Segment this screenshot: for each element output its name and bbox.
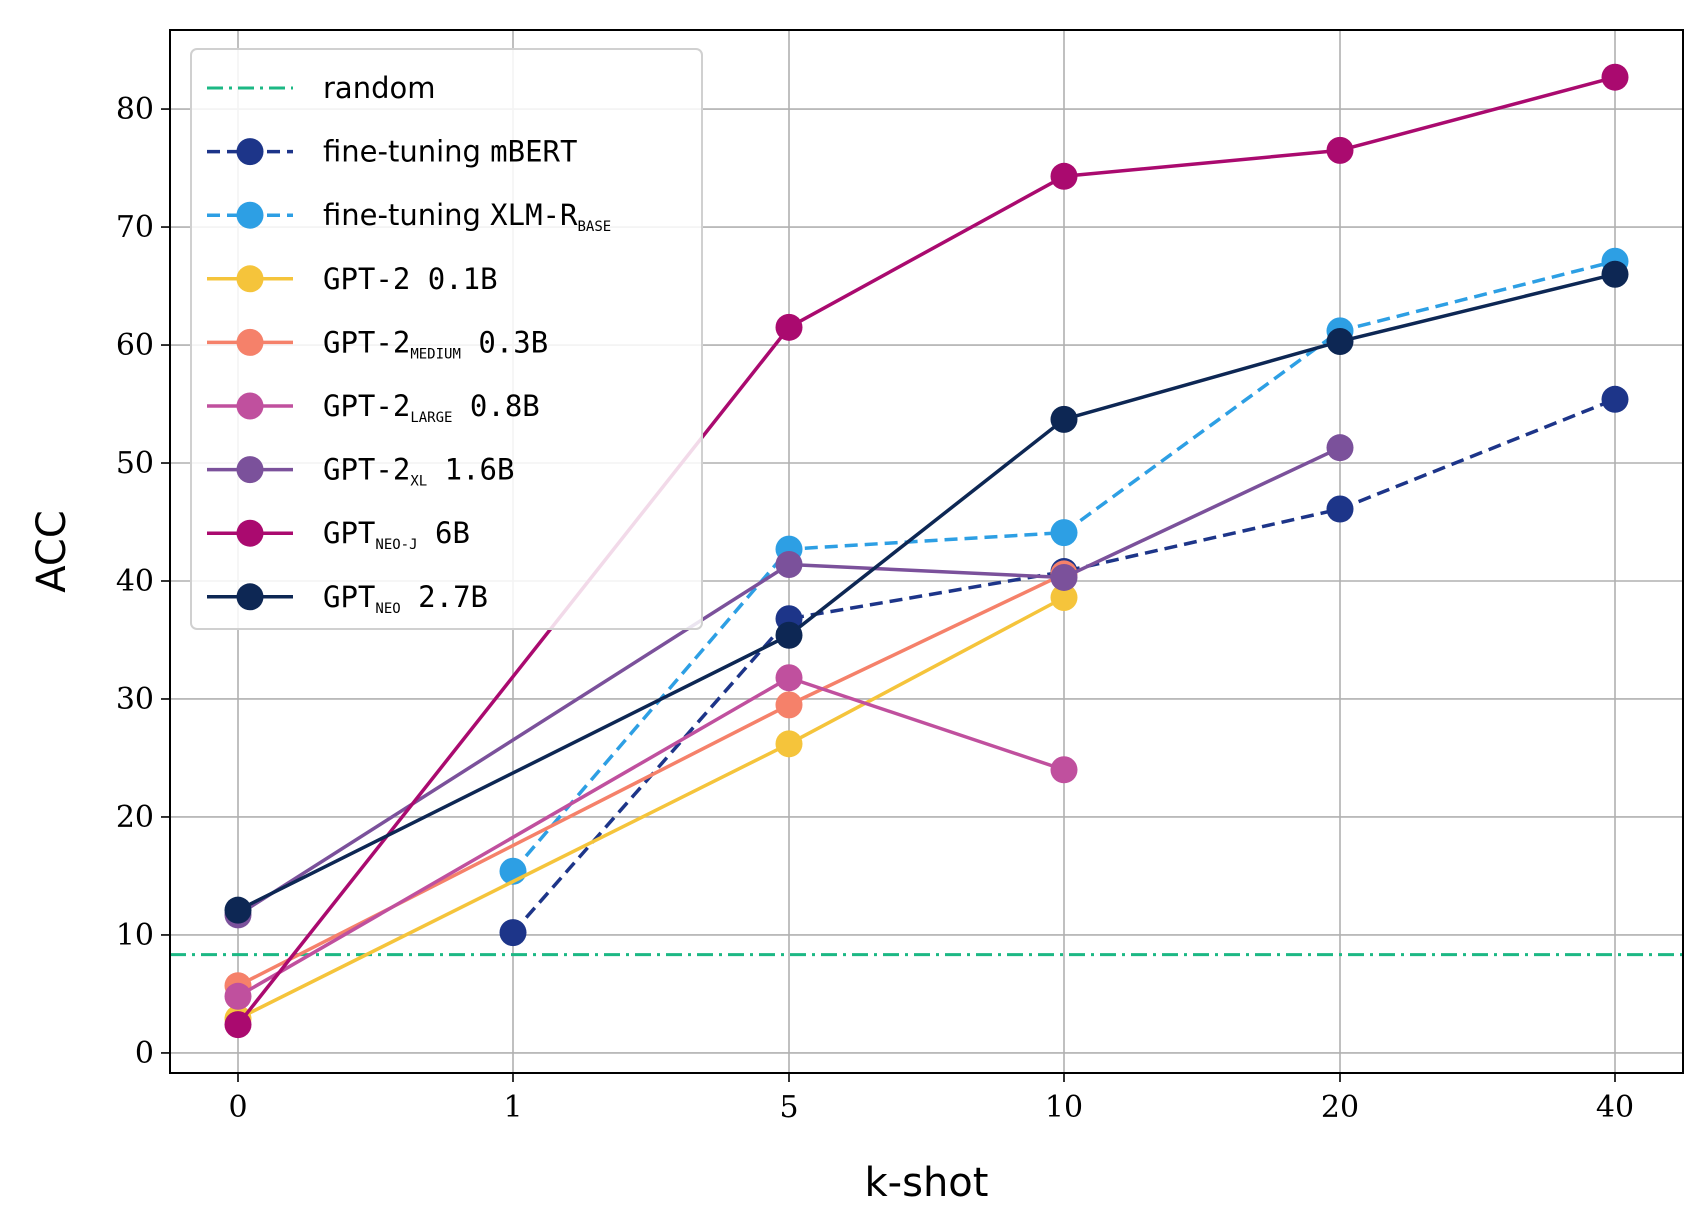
series-4 — [224, 664, 1078, 1010]
data-point — [1050, 519, 1078, 547]
data-point — [1326, 434, 1354, 462]
data-point — [224, 1011, 252, 1039]
data-point — [1326, 495, 1354, 523]
series-line — [511, 259, 1616, 873]
data-point — [775, 664, 803, 692]
y-tick-label: 30 — [116, 682, 154, 717]
legend-marker — [236, 265, 264, 293]
y-tick-label: 50 — [116, 446, 154, 481]
legend-label: random — [323, 71, 435, 105]
legend-marker — [236, 138, 264, 166]
x-tick-label: 10 — [1045, 1090, 1083, 1125]
data-point — [1050, 162, 1078, 190]
x-tick-label: 20 — [1321, 1090, 1359, 1125]
data-point — [1601, 385, 1629, 413]
data-point — [775, 550, 803, 578]
legend-label: fine-tuning mBERT — [323, 135, 577, 169]
x-tick-label: 40 — [1596, 1090, 1634, 1125]
legend-label: fine-tuning XLM-RBASE​ — [323, 198, 611, 235]
x-axis-title: k-shot — [865, 1160, 989, 1206]
data-point — [775, 691, 803, 719]
x-tick-label: 1 — [503, 1090, 522, 1125]
legend-label: GPTNEO​ 2.7B — [323, 580, 488, 617]
y-tick-label: 20 — [116, 800, 154, 835]
x-tick-label: 5 — [779, 1090, 798, 1125]
axis-ticks: 0 1 5 10 20 40 0 10 20 30 40 50 60 70 80 — [116, 92, 1634, 1125]
plot-frame — [169, 29, 1684, 1074]
data-point — [775, 730, 803, 758]
data-point — [1050, 405, 1078, 433]
data-point — [1601, 260, 1629, 288]
legend-marker — [236, 456, 264, 484]
legend-box — [190, 48, 703, 630]
data-point — [1326, 327, 1354, 355]
legend-marker — [236, 519, 264, 547]
legend-marker — [236, 392, 264, 420]
y-axis-title: ACC — [29, 510, 75, 593]
y-tick-label: 80 — [116, 92, 154, 127]
data-point — [224, 982, 252, 1010]
legend-label: GPT-2MEDIUM​ 0.3B — [323, 325, 548, 362]
data-point — [775, 621, 803, 649]
y-tick-label: 10 — [116, 918, 154, 953]
y-tick-label: 70 — [116, 210, 154, 245]
data-point — [1050, 756, 1078, 784]
y-tick-label: 0 — [135, 1036, 154, 1071]
legend-marker — [236, 583, 264, 611]
legend-label: GPT-2XL​ 1.6B — [323, 453, 514, 490]
series-group — [224, 63, 1629, 1039]
data-point — [1326, 136, 1354, 164]
legend-label: GPT-2LARGE​ 0.8B — [323, 389, 540, 426]
legend-marker — [236, 201, 264, 229]
legend: random fine-tuning mBERT fine-tuning XLM-R… — [190, 48, 703, 630]
data-point — [1601, 63, 1629, 91]
data-point — [1050, 563, 1078, 591]
data-point — [1050, 584, 1078, 612]
data-point — [775, 313, 803, 341]
y-tick-label: 60 — [116, 328, 154, 363]
y-tick-label: 40 — [116, 564, 154, 599]
data-point — [499, 919, 527, 947]
legend-label: GPTNEO-J​ 6B — [323, 516, 470, 553]
legend-marker — [236, 328, 264, 356]
data-point — [224, 896, 252, 924]
legend-label: GPT-2 0.1B — [323, 262, 498, 296]
x-tick-label: 0 — [228, 1090, 247, 1125]
series-7 — [224, 260, 1629, 924]
series-line — [237, 446, 1341, 917]
